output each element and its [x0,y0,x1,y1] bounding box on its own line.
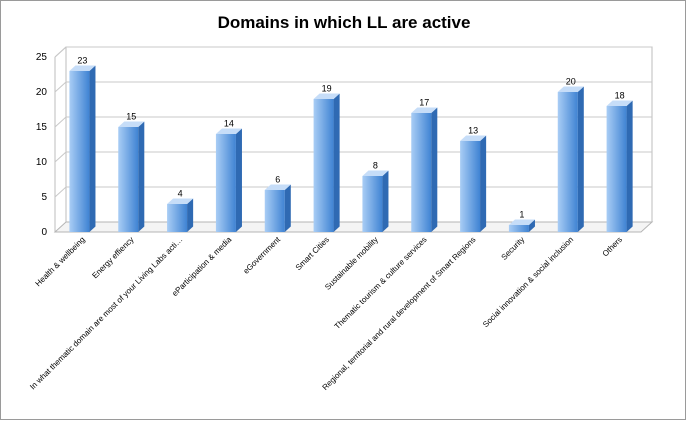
data-label: 14 [224,119,234,129]
data-label: 18 [615,91,625,101]
y-tick-label: 20 [36,87,48,98]
bar [606,100,633,232]
bar [118,121,145,232]
data-label: 6 [275,175,280,185]
data-label: 13 [468,126,478,136]
data-label: 19 [322,84,332,94]
data-label: 1 [519,210,524,220]
y-tick-label: 0 [41,227,47,238]
data-labels: 23 15 4 14 6 19 8 17 13 1 20 18 [77,56,624,220]
bar [557,86,584,232]
y-tick-label: 10 [36,157,48,168]
x-tick-label: Others [601,235,624,258]
gridlines [54,46,652,198]
x-tick-label: Security [500,235,527,262]
y-tick-label: 5 [41,192,47,203]
x-tick-label: Sustainable mobility [323,235,380,292]
y-tick-label: 25 [36,52,48,63]
chart-title: Domains in which LL are active [218,13,471,32]
bar [362,170,389,232]
x-tick-label: Smart Cities [294,235,331,272]
y-tick-label: 15 [36,122,48,133]
x-tick-label: Health & wellbeing [34,235,87,288]
data-label: 17 [419,98,429,108]
bar [508,219,535,232]
bar [264,184,291,232]
bar [411,107,438,232]
y-axis-ticks: 0 5 10 15 20 25 [36,52,48,238]
x-tick-label: Social innovation & social inclusion [481,235,575,329]
x-tick-label: eGovernment [242,235,283,276]
plot-back-wall [54,46,653,232]
bar [167,198,194,232]
bar [460,135,487,232]
data-label: 23 [77,56,87,66]
gridline [54,116,652,128]
gridline [54,151,652,163]
gridline [54,186,652,198]
bar [215,128,242,232]
plot-floor [53,221,654,233]
data-label: 15 [126,112,136,122]
gridline [54,81,652,93]
data-label: 8 [373,161,378,171]
data-label: 20 [566,77,576,87]
data-label: 4 [178,189,183,199]
bars [69,65,633,232]
bar [69,65,96,232]
x-tick-label: Thematic tourism & culture services [333,235,429,331]
gridline [54,46,652,58]
bar [313,93,340,232]
x-tick-label: Energy effiency [90,235,135,280]
